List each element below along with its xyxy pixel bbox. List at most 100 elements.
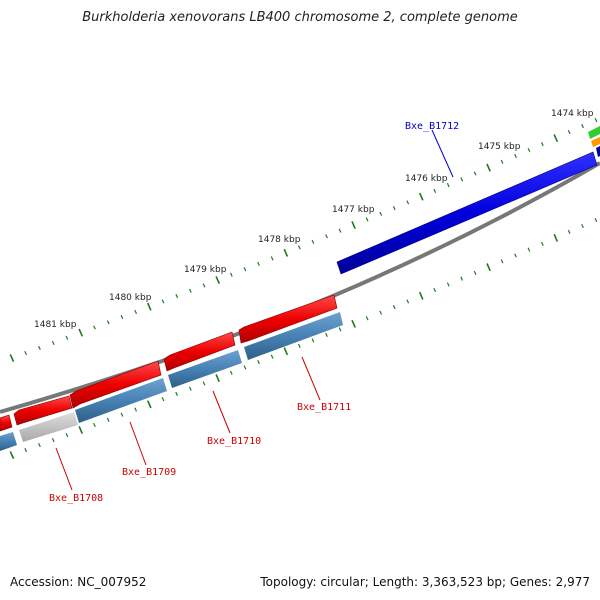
gene-orange[interactable] <box>591 137 600 147</box>
scale-tick <box>120 412 124 417</box>
scale-tick <box>257 261 260 266</box>
gene-bxe-b1711[interactable] <box>238 294 338 344</box>
scale-tick <box>338 327 342 332</box>
gene-green[interactable] <box>588 126 600 139</box>
scale-tick <box>146 400 152 409</box>
scale-tick <box>581 223 584 229</box>
cds-bxe-b1710[interactable] <box>168 350 242 388</box>
scale-tick <box>257 360 260 365</box>
scale-tick <box>51 340 55 345</box>
scale-tick <box>365 217 369 222</box>
scale-tick <box>229 370 233 375</box>
scale-tick <box>175 391 179 397</box>
scale-tick <box>325 332 328 337</box>
label-bxe-b1710[interactable]: Bxe_B1710 <box>207 436 261 447</box>
scale-tick <box>460 177 464 182</box>
scale-tick <box>418 291 424 300</box>
scale-tick <box>78 425 84 435</box>
cds-bxe-b1711[interactable] <box>244 312 343 360</box>
scale-tick <box>51 438 55 443</box>
pseudo-gene-grey[interactable] <box>19 412 78 442</box>
tick-label-1475: 1475 kbp <box>478 142 521 152</box>
scale-tick <box>581 124 584 129</box>
scale-tick <box>24 448 28 453</box>
label-bxe-b1711[interactable]: Bxe_B1711 <box>297 402 351 413</box>
scale-tick <box>594 217 598 223</box>
scale-tick <box>500 259 504 264</box>
scale-tick <box>175 294 179 299</box>
tick-label-1478: 1478 kbp <box>258 235 301 245</box>
scale-tick <box>433 188 437 193</box>
scale-tick <box>243 267 247 272</box>
scale-tick <box>460 276 464 281</box>
scale-tick <box>365 316 369 321</box>
scale-tick <box>270 354 274 359</box>
map-title: Burkholderia xenovorans LB400 chromosome… <box>82 10 518 25</box>
scale-tick <box>486 163 491 172</box>
scale-tick <box>567 229 571 235</box>
scale-tick <box>215 374 220 383</box>
scale-tick <box>106 417 110 422</box>
scale-tick <box>433 288 437 293</box>
gene-bxe-b1712[interactable] <box>336 151 598 275</box>
tick-label-1477: 1477 kbp <box>332 205 375 215</box>
scale-tick <box>188 386 192 391</box>
scale-tick <box>527 247 531 252</box>
gene-red-edge[interactable] <box>0 414 13 432</box>
scale-tick <box>38 443 41 448</box>
gene-bxe-b1710[interactable] <box>163 331 236 372</box>
gene-bxe-b1708[interactable] <box>13 395 73 426</box>
scale-tick <box>392 305 396 310</box>
scale-tick <box>188 288 192 293</box>
scale-tick <box>161 397 165 402</box>
scale-tick <box>486 263 491 272</box>
scale-tick <box>514 253 517 258</box>
scale-tick <box>553 233 559 242</box>
scale-tick <box>243 365 247 370</box>
scale-tick <box>24 350 28 356</box>
gene-blue-small[interactable] <box>596 146 600 157</box>
tick-label-1481: 1481 kbp <box>34 320 77 330</box>
scale-tick <box>270 256 274 261</box>
scale-tick <box>78 328 84 337</box>
leader-bxe-b1710 <box>212 390 231 434</box>
label-bxe-b1712[interactable]: Bxe_B1712 <box>405 121 459 132</box>
scale-tick <box>553 134 559 143</box>
scale-tick <box>325 234 328 239</box>
cds-edge[interactable] <box>0 432 17 451</box>
scale-tick <box>9 354 15 363</box>
scale-tick <box>297 343 301 348</box>
leader-bxe-b1711 <box>301 356 321 401</box>
scale-tick <box>527 147 531 153</box>
scale-tick <box>161 299 165 304</box>
scale-tick <box>65 335 69 340</box>
scale-tick <box>514 153 517 158</box>
scale-tick <box>500 159 504 164</box>
scale-tick <box>418 192 424 201</box>
tick-label-1479: 1479 kbp <box>184 265 227 275</box>
scale-tick <box>93 325 96 330</box>
scale-tick <box>406 299 410 304</box>
scale-tick <box>297 245 301 250</box>
inner-scale-ticks <box>9 217 598 460</box>
label-bxe-b1708[interactable]: Bxe_B1708 <box>49 493 103 504</box>
scale-tick <box>215 276 221 285</box>
scale-tick <box>229 272 233 277</box>
leader-bxe-b1712 <box>431 129 454 178</box>
gene-bxe-b1709[interactable] <box>69 360 162 409</box>
leader-bxe-b1709 <box>129 421 147 466</box>
scale-tick <box>473 270 477 275</box>
scale-tick <box>392 206 396 211</box>
tick-label-1474: 1474 kbp <box>551 109 594 119</box>
scale-tick <box>379 211 383 216</box>
scale-tick <box>38 345 41 351</box>
label-bxe-b1709[interactable]: Bxe_B1709 <box>122 467 176 478</box>
scale-tick <box>146 302 152 311</box>
scale-tick <box>106 320 110 325</box>
accession-text: Accession: NC_007952 <box>10 575 147 589</box>
scale-tick <box>202 283 206 288</box>
cds-bxe-b1709[interactable] <box>75 378 167 423</box>
outer-scale-ticks <box>9 117 598 363</box>
topology-text: Topology: circular; Length: 3,363,523 bp… <box>260 575 590 589</box>
